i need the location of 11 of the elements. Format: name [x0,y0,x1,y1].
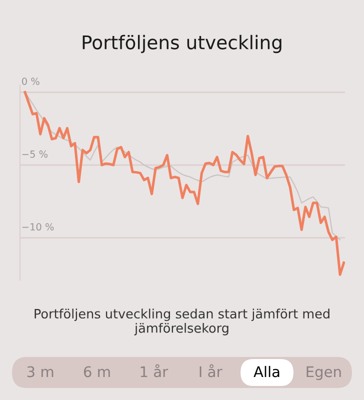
text: 6 m [84,366,110,378]
chart-title: Portföljens utveckling [82,34,282,54]
text: 3 m [27,366,54,378]
text: 1 år [140,364,168,378]
text: Alla [254,366,280,378]
y-tick-label: 0 % [22,78,40,85]
text: I år [200,364,222,378]
text: Egen [306,366,341,380]
text: Portföljens utveckling sedan start jämfört med jämförelsekorg [34,308,330,336]
y-tick-label: −5 % [22,150,48,158]
y-tick-label: −10 % [22,223,54,231]
